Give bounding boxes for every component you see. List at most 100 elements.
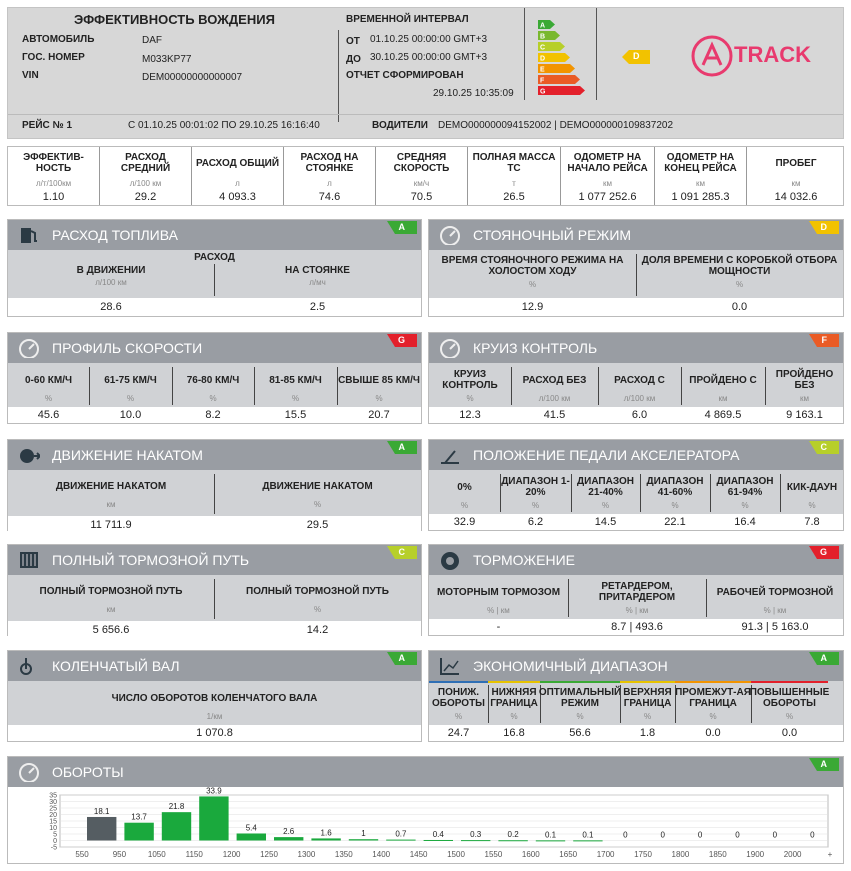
y-tick-label: 20 [49, 812, 57, 819]
idle-body: ВРЕМЯ СТОЯНОЧНОГО РЕЖИМА НА ХОЛОСТОМ ХОД… [429, 250, 843, 298]
column-divider [765, 367, 766, 405]
pedal-title-bar: ПОЛОЖЕНИЕ ПЕДАЛИ АКСЕЛЕРАТОРА C [429, 440, 843, 470]
cruise-col-value: 6.0 [631, 409, 648, 421]
column-divider [540, 685, 541, 723]
column-divider [214, 264, 215, 296]
crank-body: ЧИСЛО ОБОРОТОВ КОЛЕНЧАТОГО ВАЛА 1/км [8, 681, 421, 725]
grade-arrow-icon [387, 652, 417, 665]
x-tick-label: 1900 [746, 850, 764, 859]
speed-values-row: 45.6 10.0 8.2 15.5 20.7 [8, 407, 421, 423]
rpm-bar [386, 839, 416, 841]
pedal-col-header: 0% [457, 481, 472, 493]
column-divider [172, 367, 173, 405]
eco-col-value: 16.8 [503, 727, 525, 739]
kpi-header: СРЕДНЯЯ СКОРОСТЬ [393, 152, 450, 174]
kpi-header: РАСХОД ОБЩИЙ [195, 157, 280, 169]
brake-grade-badge: C [377, 546, 417, 559]
column-divider [214, 474, 215, 514]
braking-col-unit: % | км [625, 606, 649, 615]
kpi-column: ПРОБЕГ км 14 032.6 [747, 147, 845, 205]
cruise-panel: КРУИЗ КОНТРОЛЬ F КРУИЗ КОНТРОЛЬ% РАСХОД БЕЗ… [428, 332, 844, 424]
kpi-unit: км/ч [413, 179, 430, 188]
vin-value: DEM00000000000007 [142, 72, 243, 83]
fuel-col2-header: НА СТОЯНКЕ [285, 264, 350, 276]
range-color-strip [488, 681, 540, 683]
bar-value-label: 0 [698, 831, 703, 840]
logo-circle-icon [691, 35, 733, 77]
pedal-body: 0%% ДИАПАЗОН 1-20%% ДИАПАЗОН 21-40%% ДИАПАЗ… [429, 470, 843, 514]
bar-value-label: 2.6 [283, 827, 295, 836]
coast-title: ДВИЖЕНИЕ НАКАТОМ [52, 447, 203, 463]
speed-col-value: 15.5 [284, 409, 307, 421]
rpm-bar [535, 840, 566, 842]
brake-col2-value: 14.2 [306, 624, 329, 636]
x-tick-label: 1650 [559, 850, 577, 859]
y-tick-label: 35 [49, 793, 57, 800]
from-label: ОТ [346, 36, 360, 47]
speed-col-value: 20.7 [368, 409, 390, 421]
rating-letter: D [633, 51, 640, 61]
trip-range: С 01.10.25 00:01:02 ПО 29.10.25 16:16:40 [128, 120, 320, 131]
rating-step-b [538, 31, 560, 40]
fuel-col2-value: 2.5 [309, 301, 326, 313]
eco-col-unit: % [785, 712, 794, 721]
page-title: ЭФФЕКТИВНОСТЬ ВОЖДЕНИЯ [74, 12, 275, 27]
kpi-header: РАСХОД НА СТОЯНКЕ [300, 152, 359, 174]
kpi-unit: л/т/100км [35, 179, 72, 188]
accelerator-pedal-icon [439, 445, 461, 465]
kpi-column: РАСХОД ОБЩИЙ л 4 093.3 [192, 147, 284, 205]
coast-col2-header: ДВИЖЕНИЕ НАКАТОМ [262, 480, 373, 492]
column-divider [89, 367, 90, 405]
fuel-grade-badge: A [377, 221, 417, 234]
fuel-values-row: 28.6 2.5 [8, 298, 421, 316]
range-color-strip [620, 681, 675, 683]
pedal-col-unit: % [460, 501, 469, 510]
brake-col1-header: ПОЛНЫЙ ТОРМОЗНОЙ ПУТЬ [39, 585, 183, 597]
kpi-unit: л [235, 179, 240, 188]
bar-value-label: 0.1 [582, 830, 594, 839]
rating-step-d [538, 53, 570, 62]
rpm-title: ОБОРОТЫ [52, 764, 124, 780]
cruise-col-unit: л/100 км [538, 394, 571, 403]
eco-col-header: ОПТИМАЛЬНЫЙ РЕЖИМ [538, 687, 622, 709]
eco-col-unit: % [454, 712, 463, 721]
kpi-value: 29.2 [134, 191, 157, 203]
kpi-header: ЭФФЕКТИВ-НОСТЬ [23, 152, 84, 174]
speed-col-header: 61-75 КМ/Ч [104, 374, 157, 386]
column-divider [511, 367, 512, 405]
rpm-bar [87, 816, 117, 841]
bar-value-label: 0.3 [470, 830, 482, 839]
bar-value-label: 0.2 [508, 830, 520, 839]
cruise-col-unit: л/100 км [623, 394, 656, 403]
brake-title: ПОЛНЫЙ ТОРМОЗНОЙ ПУТЬ [52, 552, 250, 568]
eco-grade: A [820, 653, 828, 663]
kpi-unit: л/100 км [129, 179, 162, 188]
cruise-grade-badge: F [799, 334, 839, 347]
x-tick-label: 1800 [672, 850, 690, 859]
x-tick-label: 1500 [447, 850, 465, 859]
braking-grade-badge: G [799, 546, 839, 559]
divider [596, 8, 597, 100]
idle-col2-unit: % [735, 280, 744, 289]
cruise-col-value: 12.3 [459, 409, 481, 421]
speed-col-header: 76-80 КМ/Ч [186, 374, 240, 386]
x-tick-label: 1300 [298, 850, 316, 859]
fuel-panel: РАСХОД ТОПЛИВА A РАСХОД В ДВИЖЕНИИ НА СТОЯНК… [7, 219, 422, 317]
plate-value: M033KP77 [142, 54, 192, 65]
idle-col1-header: ВРЕМЯ СТОЯНОЧНОГО РЕЖИМА НА ХОЛОСТОМ ХОД… [441, 255, 624, 277]
speed-body: 0-60 КМ/Ч% 61-75 КМ/Ч% 76-80 КМ/Ч% 81-85 КМ… [8, 363, 421, 407]
rpm-bar [423, 839, 453, 841]
y-tick-label: 30 [49, 799, 57, 806]
column-divider [571, 474, 572, 512]
x-tick-label: 1350 [335, 850, 353, 859]
speedometer-icon [18, 338, 40, 359]
pedal-col-header: КИК-ДАУН [786, 481, 838, 493]
cruise-values-row: 12.3 41.5 6.0 4 869.5 9 163.1 [429, 407, 843, 423]
braking-title: ТОРМОЖЕНИЕ [473, 552, 576, 568]
braking-col-unit: % | км [487, 606, 510, 615]
column-divider [337, 367, 338, 405]
pedal-col-header: ДИАПАЗОН 61-94% [716, 476, 774, 498]
rpm-grade-badge: A [799, 758, 839, 771]
kpi-column: ПОЛНАЯ МАССА ТС т 26.5 [468, 147, 561, 205]
x-tick-label: + [828, 850, 833, 859]
